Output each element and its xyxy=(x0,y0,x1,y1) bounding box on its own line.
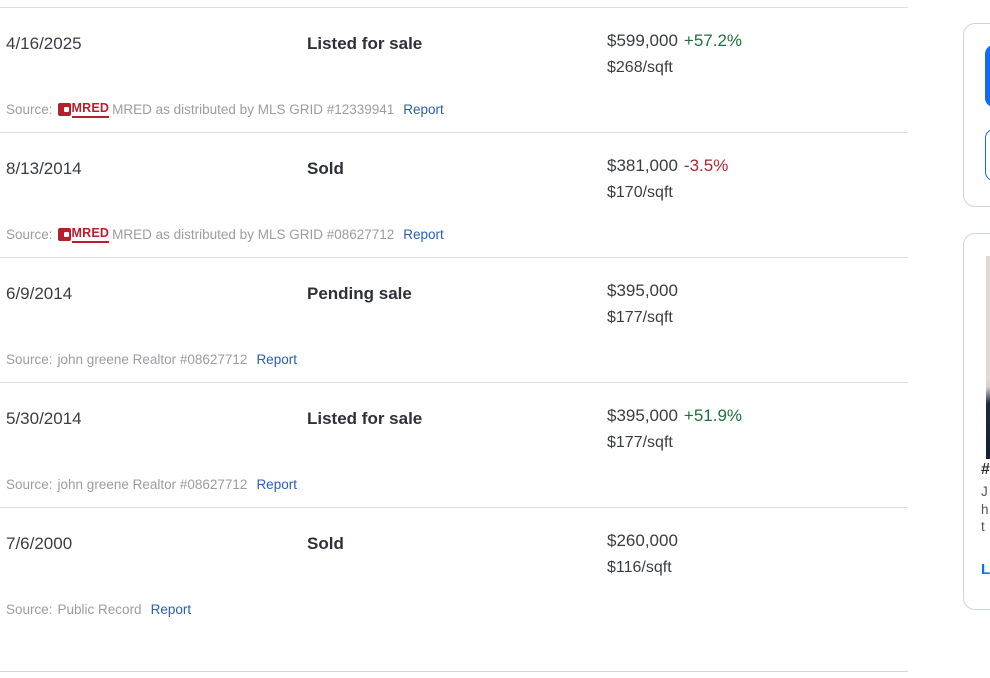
price-cell: $599,000 +57.2% $268/sqft xyxy=(607,31,742,77)
source-text: Public Record xyxy=(57,602,142,617)
price-history-row: 6/9/2014 Pending sale $395,000 $177/sqft… xyxy=(0,257,908,382)
price-per-sqft: $116/sqft xyxy=(607,559,672,576)
mred-logo-icon: MRED xyxy=(57,227,110,243)
primary-cta-button[interactable] xyxy=(985,45,990,107)
event-price: $395,000 xyxy=(607,281,678,300)
agent-card-link[interactable]: L xyxy=(981,561,990,578)
price-history-table: 4/16/2025 Listed for sale $599,000 +57.2%… xyxy=(0,7,908,672)
price-change: +57.2% xyxy=(683,31,743,50)
report-link[interactable]: Report xyxy=(403,102,444,118)
source-line: Source: MRED MRED as distributed by MLS … xyxy=(6,227,444,243)
price-history-row: 4/16/2025 Listed for sale $599,000 +57.2%… xyxy=(0,7,908,132)
price-per-sqft: $170/sqft xyxy=(607,184,673,201)
event-price: $395,000 xyxy=(607,406,678,425)
source-line: Source: Public Record Report xyxy=(6,602,191,617)
source-line: Source: MRED MRED as distributed by MLS … xyxy=(6,102,444,118)
event-type: Listed for sale xyxy=(307,409,423,428)
price-cell: $381,000 -3.5% $170/sqft xyxy=(607,156,728,202)
event-type: Listed for sale xyxy=(307,34,423,53)
source-label: Source: xyxy=(6,352,53,367)
event-date: 4/16/2025 xyxy=(6,34,82,53)
event-price: $599,000 xyxy=(607,31,678,50)
price-cell: $395,000 +51.9% $177/sqft xyxy=(607,406,742,452)
source-line: Source: john greene Realtor #08627712 Re… xyxy=(6,352,297,367)
source-text: john greene Realtor #08627712 xyxy=(57,477,248,492)
event-type: Sold xyxy=(307,534,344,553)
source-line: Source: john greene Realtor #08627712 Re… xyxy=(6,477,297,492)
price-change: +51.9% xyxy=(683,406,743,425)
price-history-row: 5/30/2014 Listed for sale $395,000 +51.9%… xyxy=(0,382,908,507)
agent-card-text: t xyxy=(981,519,985,534)
agent-card-text: J xyxy=(981,484,988,499)
source-label: Source: xyxy=(6,477,53,492)
event-price: $381,000 xyxy=(607,156,678,175)
price-cell: $395,000 $177/sqft xyxy=(607,281,678,327)
source-label: Source: xyxy=(6,227,53,243)
contact-card xyxy=(963,23,990,207)
price-history-row: 7/6/2000 Sold $260,000 $116/sqft Source:… xyxy=(0,507,908,671)
event-type: Sold xyxy=(307,159,344,178)
report-link[interactable]: Report xyxy=(256,477,297,492)
event-date: 8/13/2014 xyxy=(6,159,82,178)
event-date: 7/6/2000 xyxy=(6,534,73,553)
agent-card: # J h t L xyxy=(963,233,990,610)
secondary-cta-button[interactable] xyxy=(985,129,990,181)
price-per-sqft: $177/sqft xyxy=(607,434,673,451)
price-change: -3.5% xyxy=(683,156,729,175)
source-text: john greene Realtor #08627712 xyxy=(57,352,248,367)
source-label: Source: xyxy=(6,602,53,617)
table-bottom-divider xyxy=(0,671,908,672)
price-history-row: 8/13/2014 Sold $381,000 -3.5% $170/sqft S… xyxy=(0,132,908,257)
event-date: 6/9/2014 xyxy=(6,284,73,303)
agent-card-text: h xyxy=(981,502,989,517)
event-type: Pending sale xyxy=(307,284,412,303)
event-date: 5/30/2014 xyxy=(6,409,82,428)
agent-photo xyxy=(986,256,990,459)
report-link[interactable]: Report xyxy=(150,602,192,617)
source-label: Source: xyxy=(6,102,53,118)
report-link[interactable]: Report xyxy=(256,352,297,367)
price-cell: $260,000 $116/sqft xyxy=(607,531,678,577)
price-per-sqft: $177/sqft xyxy=(607,309,673,326)
event-price: $260,000 xyxy=(607,531,678,550)
source-text: MRED as distributed by MLS GRID #0862771… xyxy=(112,227,395,243)
source-text: MRED as distributed by MLS GRID #1233994… xyxy=(112,102,395,118)
agent-card-heading: # xyxy=(981,461,990,478)
mred-logo-icon: MRED xyxy=(57,102,110,118)
report-link[interactable]: Report xyxy=(403,227,444,243)
price-per-sqft: $268/sqft xyxy=(607,59,673,76)
